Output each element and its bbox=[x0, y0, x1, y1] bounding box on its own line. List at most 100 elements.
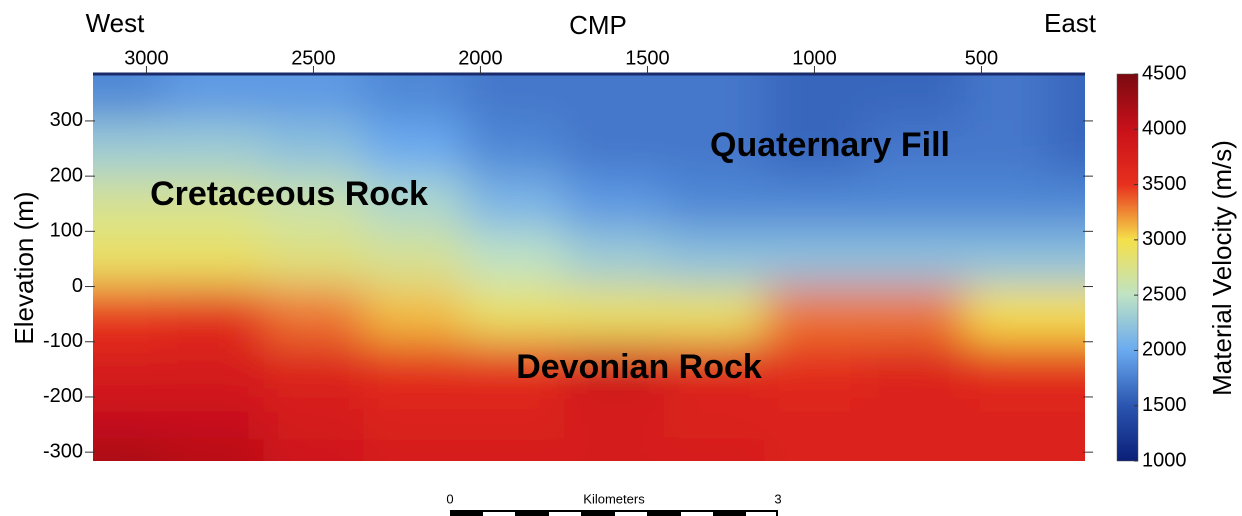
velocity-cell bbox=[93, 231, 165, 288]
velocity-cell bbox=[964, 74, 1050, 122]
scale-bar: Kilometers 0 3 bbox=[446, 491, 782, 516]
velocity-cell bbox=[664, 341, 766, 398]
colorbar-tick-label: 3000 bbox=[1142, 228, 1187, 250]
velocity-cell bbox=[163, 120, 265, 178]
velocity-cell bbox=[463, 231, 565, 288]
scale-bar-block bbox=[483, 512, 515, 516]
velocity-cell bbox=[764, 286, 866, 343]
velocity-cell bbox=[263, 74, 365, 122]
cells bbox=[93, 74, 1085, 461]
velocity-cell bbox=[263, 286, 365, 343]
scale-bar-block bbox=[681, 512, 713, 516]
x-tick-label: 2000 bbox=[458, 47, 503, 69]
x-tick-label: 3000 bbox=[124, 47, 169, 69]
x-tick-label: 1000 bbox=[792, 47, 837, 69]
colorbar-tick-label: 1500 bbox=[1142, 394, 1187, 416]
velocity-cell bbox=[463, 120, 565, 178]
annotation: Cretaceous Rock bbox=[150, 175, 428, 213]
velocity-cell bbox=[363, 341, 465, 398]
scale-bar-block bbox=[746, 512, 776, 516]
velocity-cell bbox=[163, 286, 265, 343]
x-tick-label: 2500 bbox=[291, 47, 336, 69]
velocity-cell bbox=[363, 74, 465, 122]
velocity-cell bbox=[163, 176, 265, 233]
colorbar-tick-label: 2500 bbox=[1142, 283, 1187, 305]
colorbar-tick-label: 3500 bbox=[1142, 173, 1187, 195]
colorbar-tick-label: 1000 bbox=[1142, 449, 1187, 471]
annotation: Devonian Rock bbox=[516, 348, 762, 386]
colorbar-tick-label: 2000 bbox=[1142, 339, 1187, 361]
velocity-cell bbox=[163, 438, 265, 461]
velocity-cell bbox=[764, 176, 866, 233]
velocity-cell bbox=[363, 286, 465, 343]
velocity-cell bbox=[93, 176, 165, 233]
scale-bar-label: Kilometers bbox=[583, 491, 645, 506]
velocity-cell bbox=[463, 438, 565, 461]
y-tick-label: 200 bbox=[50, 164, 83, 186]
velocity-cell bbox=[363, 120, 465, 178]
velocity-cell bbox=[463, 286, 565, 343]
colorbar-tick-label: 4000 bbox=[1142, 118, 1187, 140]
y-tick-label: 100 bbox=[50, 220, 83, 242]
velocity-cell bbox=[93, 341, 165, 398]
velocity-cell bbox=[764, 74, 866, 122]
y-axis-title: Elevation (m) bbox=[9, 191, 39, 344]
velocity-cell bbox=[93, 74, 165, 122]
velocity-cell bbox=[964, 286, 1050, 343]
velocity-cell bbox=[1048, 438, 1085, 461]
velocity-cell bbox=[964, 231, 1050, 288]
velocity-cell bbox=[263, 176, 365, 233]
velocity-cell bbox=[463, 396, 565, 440]
velocity-cell bbox=[964, 176, 1050, 233]
velocity-cell bbox=[1048, 341, 1085, 398]
velocity-cell bbox=[1048, 120, 1085, 178]
velocity-cell bbox=[263, 396, 365, 440]
velocity-cell bbox=[1048, 176, 1085, 233]
x-tick-label: 1500 bbox=[625, 47, 670, 69]
velocity-cell bbox=[764, 341, 866, 398]
west-label: West bbox=[86, 8, 146, 38]
x-tick-label: 500 bbox=[965, 47, 998, 69]
velocity-field bbox=[93, 74, 1085, 461]
velocity-cell bbox=[664, 231, 766, 288]
velocity-cell bbox=[463, 176, 565, 233]
x-axis-title: CMP bbox=[569, 10, 627, 40]
velocity-cell bbox=[664, 74, 766, 122]
y-tick-label: -300 bbox=[43, 440, 83, 462]
velocity-cell bbox=[163, 74, 265, 122]
velocity-cell bbox=[864, 438, 966, 461]
velocity-cell bbox=[93, 120, 165, 178]
velocity-cell bbox=[964, 396, 1050, 440]
velocity-cell bbox=[263, 120, 365, 178]
velocity-cell bbox=[864, 231, 966, 288]
velocity-cell bbox=[563, 120, 666, 178]
velocity-cell bbox=[93, 286, 165, 343]
scale-bar-tick: 3 bbox=[774, 491, 781, 506]
velocity-cell bbox=[363, 396, 465, 440]
velocity-cell bbox=[563, 396, 666, 440]
annotation: Quaternary Fill bbox=[710, 126, 950, 164]
velocity-cell bbox=[764, 231, 866, 288]
velocity-cell bbox=[363, 438, 465, 461]
velocity-cell bbox=[864, 74, 966, 122]
velocity-cell bbox=[563, 341, 666, 398]
velocity-cell bbox=[263, 231, 365, 288]
colorbar-title: Material Velocity (m/s) bbox=[1207, 140, 1237, 396]
velocity-cell bbox=[864, 341, 966, 398]
velocity-cell bbox=[964, 438, 1050, 461]
velocity-cell bbox=[563, 231, 666, 288]
scale-bar-block bbox=[615, 512, 647, 516]
velocity-cell bbox=[363, 231, 465, 288]
velocity-cell bbox=[764, 438, 866, 461]
colorbar-tick-label: 4500 bbox=[1142, 62, 1187, 84]
velocity-cell bbox=[664, 438, 766, 461]
velocity-cell bbox=[864, 120, 966, 178]
velocity-cell bbox=[964, 341, 1050, 398]
y-tick-label: 0 bbox=[72, 275, 83, 297]
velocity-cell bbox=[563, 74, 666, 122]
velocity-cell bbox=[93, 438, 165, 461]
velocity-cell bbox=[664, 286, 766, 343]
velocity-cell bbox=[964, 120, 1050, 178]
